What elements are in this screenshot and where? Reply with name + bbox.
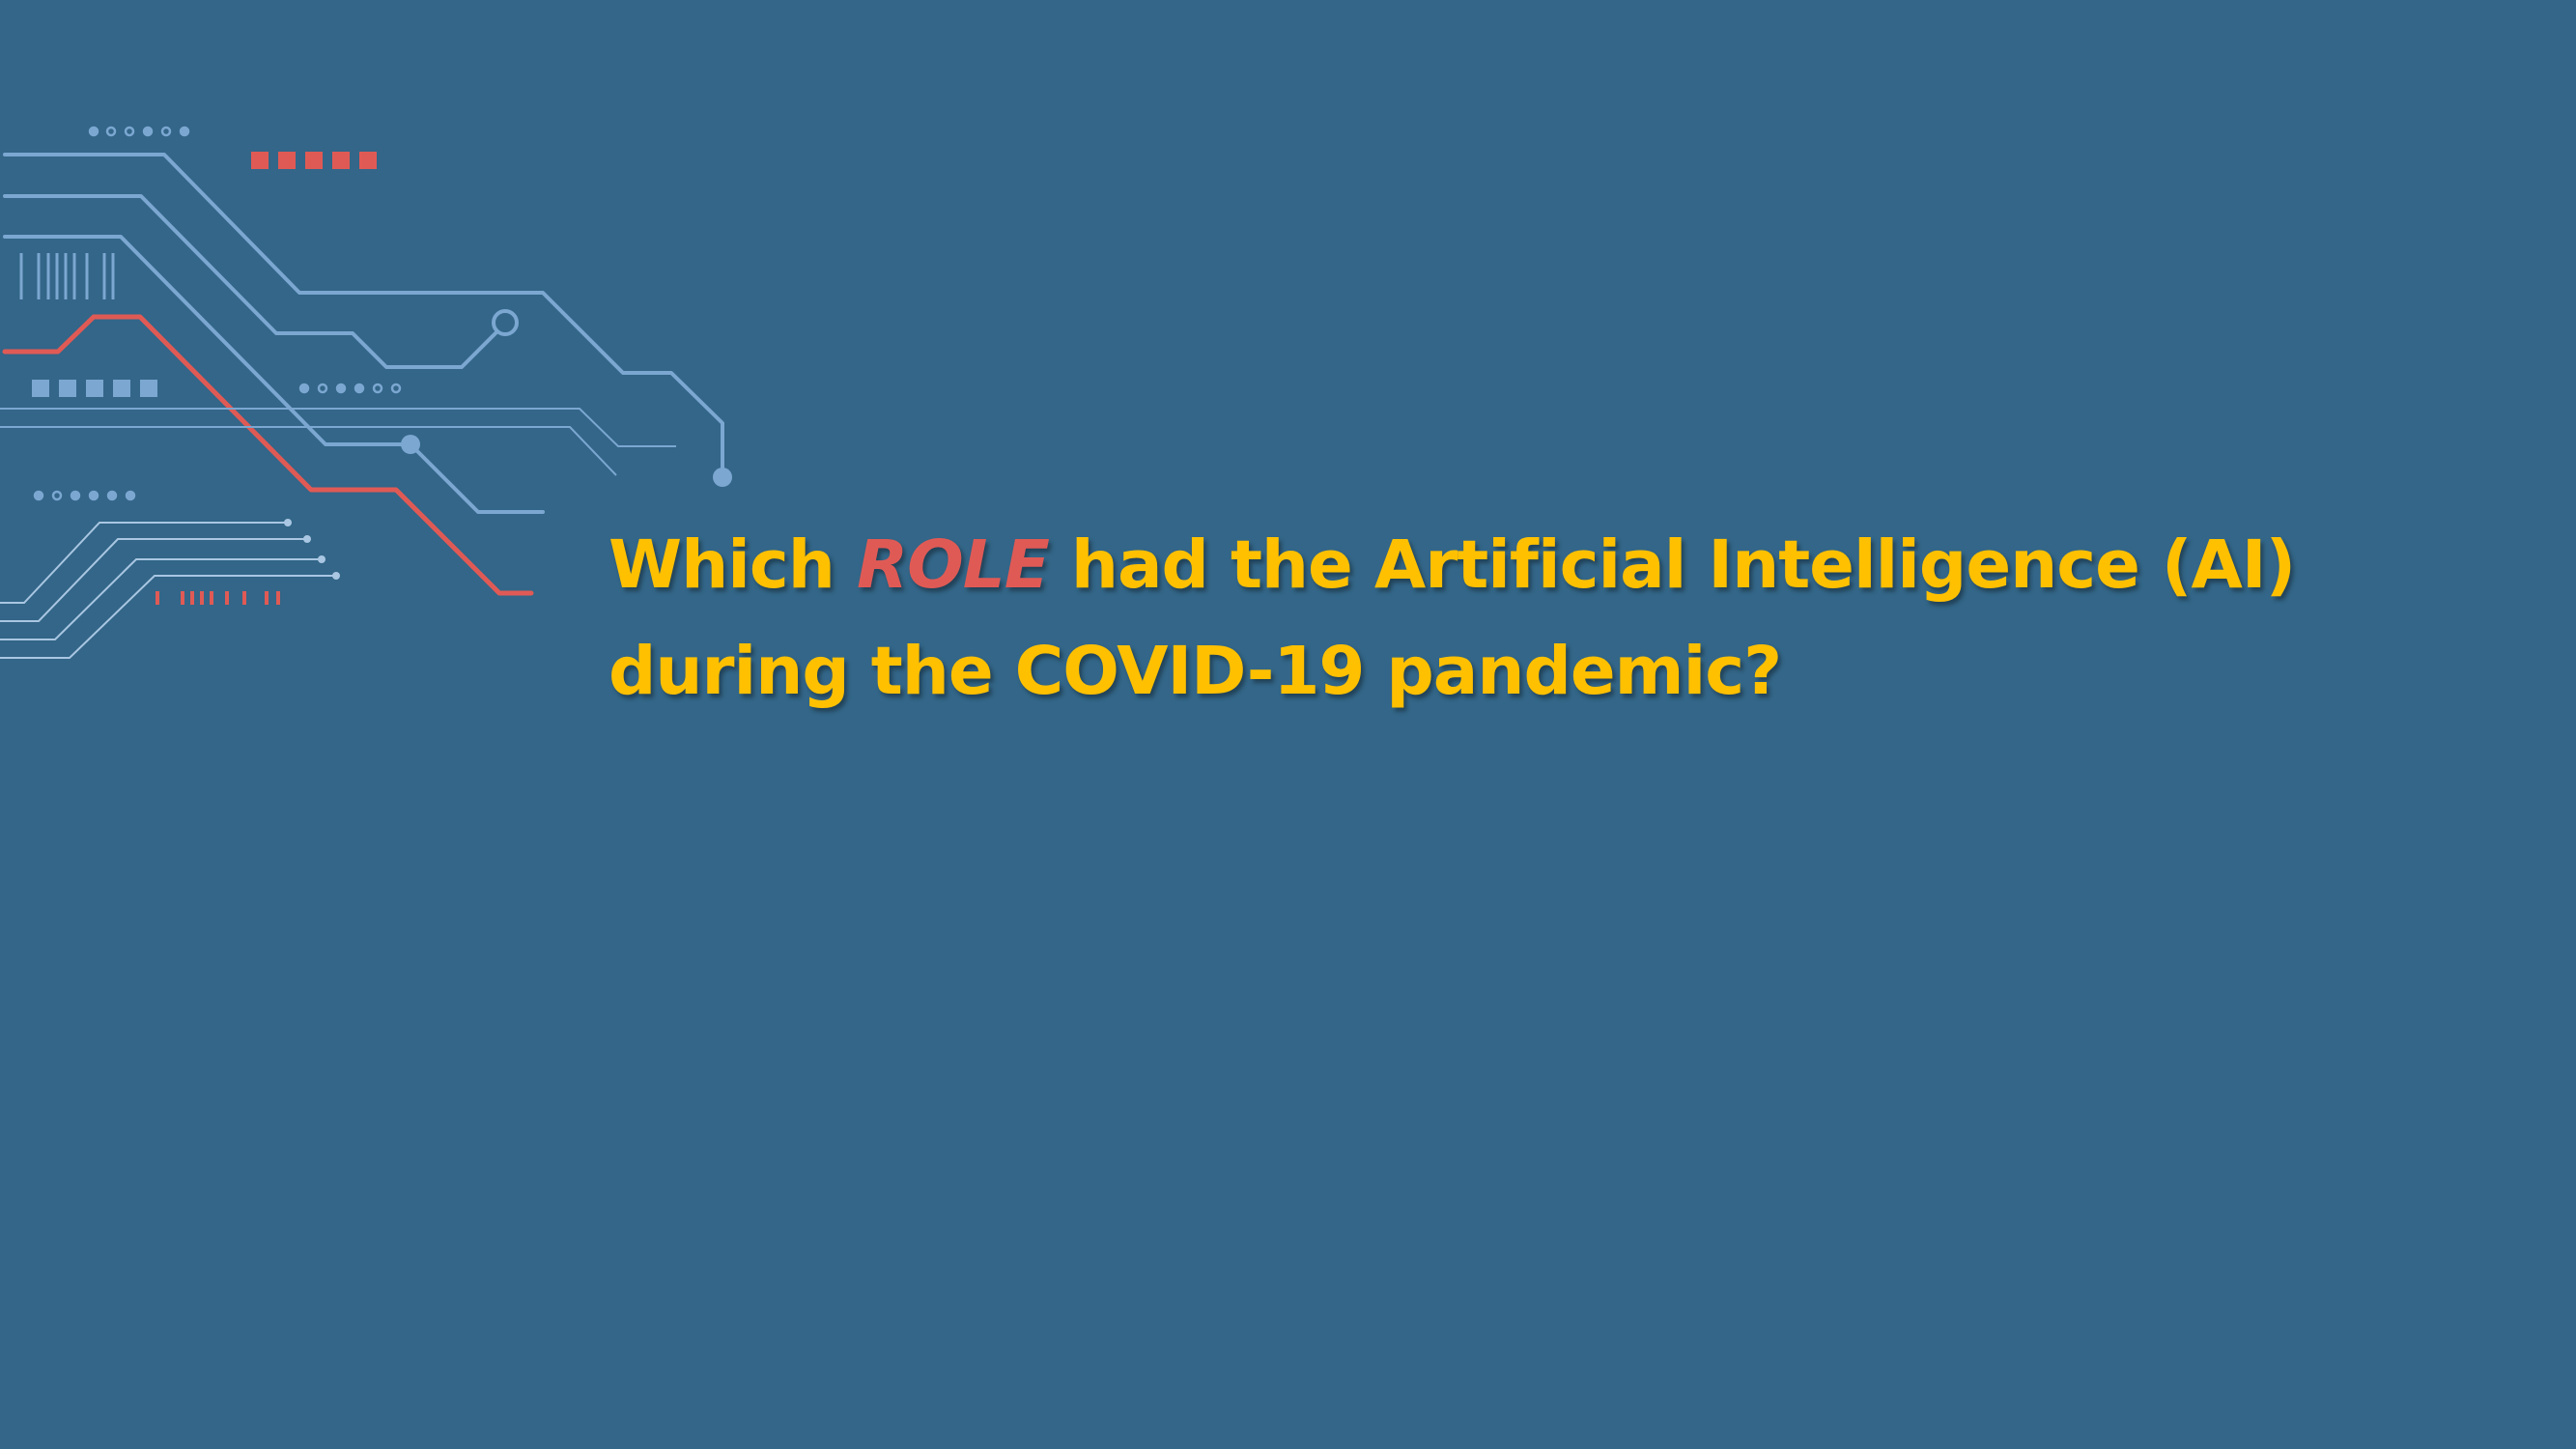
dot-row: [298, 383, 402, 394]
circuit-trace: [3, 153, 724, 479]
red-square-row: [251, 152, 377, 169]
title-text-before: Which: [609, 526, 857, 604]
barcode-lines: [19, 253, 115, 299]
circuit-node: [492, 309, 519, 336]
circuit-thin-line: [0, 538, 307, 622]
circuit-trace: [3, 235, 545, 514]
dot-row: [88, 126, 190, 137]
circuit-node: [401, 435, 420, 454]
circuit-thin-line: [0, 408, 676, 447]
title-text-after: had the Artificial Intelligence (AI): [1048, 526, 2296, 604]
title-highlight: ROLE: [856, 526, 1050, 604]
blue-square-row: [32, 380, 157, 397]
slide-title: Which ROLE had the Artificial Intelligen…: [609, 512, 2444, 724]
circuit-thin-line: [0, 522, 288, 604]
circuit-thin-line: [0, 426, 617, 476]
circuit-node: [713, 468, 732, 487]
title-line-2: during the COVID-19 pandemic?: [609, 633, 1782, 710]
circuit-trace-red: [2, 314, 534, 596]
circuit-trace: [3, 194, 499, 369]
circuit-thin-line: [0, 575, 336, 659]
red-tick-marks: [156, 591, 280, 605]
circuit-thin-line: [0, 558, 322, 640]
dot-row: [33, 490, 136, 501]
